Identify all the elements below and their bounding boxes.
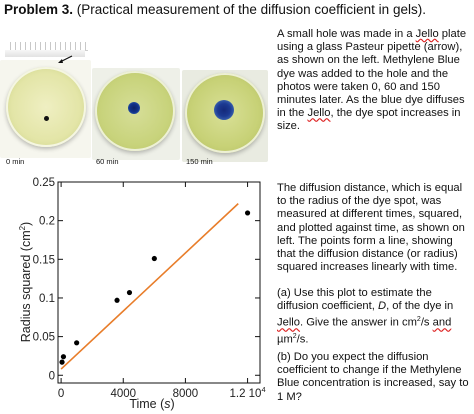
jello-word: Jello <box>277 317 301 330</box>
plot-frame <box>57 181 261 384</box>
x-tick-label: 1.2 104 <box>229 385 265 400</box>
page-title: Problem 3. (Practical measurement of the… <box>4 2 470 18</box>
diffusion-scatter-plot: 0 0.05 0.1 0.15 0.2 0.25 0 4000 8000 1.2 104 Rad… <box>18 177 266 411</box>
x-tick-label: 0 <box>58 388 64 400</box>
data-point <box>59 359 65 365</box>
pasteur-pipette <box>5 50 85 57</box>
y-tick-label: 0 <box>49 370 55 382</box>
data-point <box>60 354 67 360</box>
jello-word: Jello <box>307 107 331 120</box>
problem-description: (Practical measurement of the diffusion … <box>73 2 426 17</box>
y-axis-label: Radius squared (cm2) <box>18 222 33 342</box>
photo-label-60-min: 60 min <box>96 157 119 166</box>
problem-label: Problem 3. <box>4 2 74 17</box>
jello-word: Jello <box>415 28 439 40</box>
photo-label-150-min: 150 min <box>186 157 213 166</box>
question-a: (a) Use this plot to estimate the diffus… <box>277 287 454 347</box>
y-tick-label: 0.1 <box>39 293 55 305</box>
dye-spot-150-min <box>214 100 234 120</box>
dye-spot-60-min <box>128 102 140 114</box>
x-tick-exponent: 4 <box>261 385 265 394</box>
petri-dish-photos: 0 min 60 min 150 min <box>0 38 268 170</box>
x-tick-label: 8000 <box>173 388 199 400</box>
dye-spot-0-min <box>44 116 49 121</box>
arrow-icon <box>58 55 73 63</box>
y-tick-label: 0.2 <box>39 216 55 228</box>
fit-line <box>60 203 239 370</box>
y-tick-label: 0.25 <box>33 177 55 189</box>
plot-description-paragraph: The diffusion distance, which is equal t… <box>277 182 465 274</box>
intro-paragraph: A small hole was made in a Jello plate u… <box>277 28 467 133</box>
data-point <box>74 340 80 346</box>
x-axis-label: Time (s) <box>129 397 174 411</box>
y-tick-label: 0.05 <box>33 332 55 344</box>
question-b: (b) Do you expect the diffusion coeffici… <box>277 351 469 403</box>
photo-label-0-min: 0 min <box>6 157 25 166</box>
data-point <box>151 255 157 262</box>
data-point <box>244 210 251 216</box>
y-tick-label: 0.15 <box>33 254 55 266</box>
data-point <box>126 289 133 296</box>
petri-dish-0-min <box>6 67 86 147</box>
data-point <box>114 297 120 303</box>
x-tick-label: 4000 <box>110 388 136 400</box>
